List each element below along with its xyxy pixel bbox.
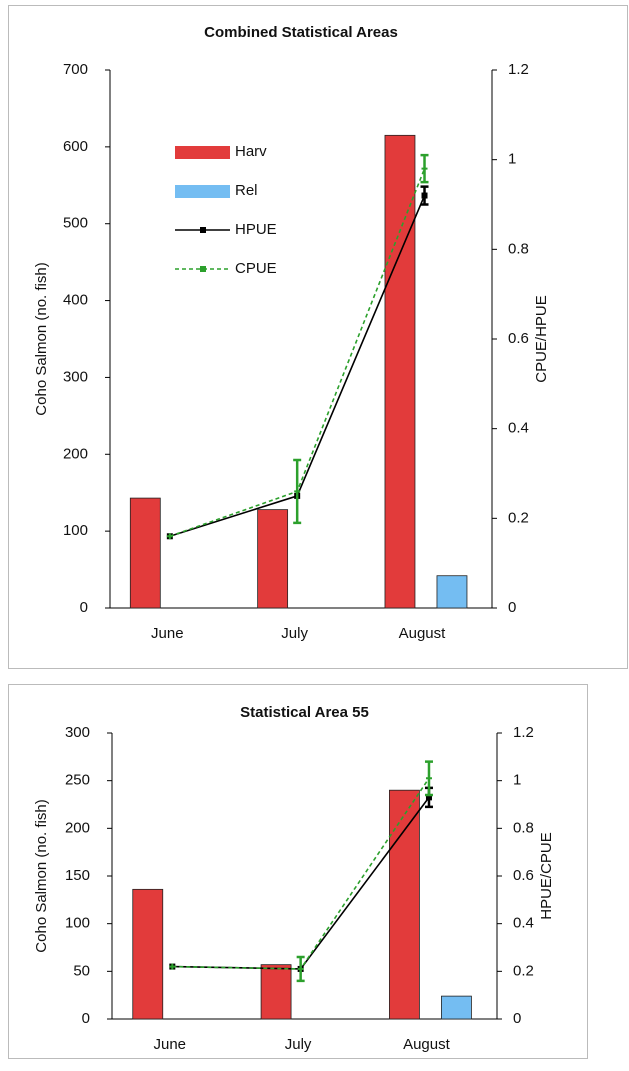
y-tick-label: 250 [65, 772, 90, 789]
chart-frame [8, 684, 588, 1059]
y-tick-label: 200 [65, 819, 90, 836]
y-tick-label: 300 [63, 368, 88, 385]
y2-tick-label: 0.8 [508, 240, 529, 257]
legend-swatch [175, 185, 230, 198]
y-tick-label: 0 [80, 599, 88, 616]
point [421, 165, 428, 172]
y-tick-label: 0 [82, 1010, 90, 1027]
y2-tick-label: 0.8 [513, 819, 534, 836]
y2-tick-label: 0.2 [508, 509, 529, 526]
y2-axis-label: CPUE/HPUE [533, 295, 550, 383]
x-tick-label: June [151, 625, 184, 642]
legend-swatch [175, 146, 230, 159]
point [425, 794, 432, 801]
y-tick-label: 100 [65, 915, 90, 932]
y-tick-label: 400 [63, 292, 88, 309]
x-tick-label: July [281, 625, 308, 642]
y2-axis-label: HPUE/CPUE [538, 832, 555, 920]
y2-tick-label: 0 [513, 1010, 521, 1027]
bar [257, 509, 289, 609]
bar [129, 497, 161, 609]
y-tick-label: 50 [73, 962, 90, 979]
point [166, 533, 173, 540]
y2-tick-label: 1 [513, 772, 521, 789]
x-tick-label: August [399, 625, 447, 642]
y-tick-label: 150 [65, 867, 90, 884]
chart-title: Combined Statistical Areas [204, 24, 398, 41]
point [297, 965, 304, 972]
x-tick-label: July [285, 1036, 312, 1053]
point [421, 192, 428, 199]
chart-title: Statistical Area 55 [240, 704, 369, 721]
legend-swatch [200, 227, 206, 233]
legend-swatch [200, 266, 206, 272]
y2-tick-label: 0.2 [513, 962, 534, 979]
x-tick-label: August [403, 1036, 451, 1053]
bar [132, 888, 164, 1020]
x-tick-label: June [153, 1036, 186, 1053]
y-tick-label: 300 [65, 724, 90, 741]
y-tick-label: 700 [63, 61, 88, 78]
legend-label: Harv [235, 143, 267, 160]
y-axis-label: Coho Salmon (no. fish) [33, 262, 50, 415]
y2-tick-label: 1.2 [513, 724, 534, 741]
y-tick-label: 200 [63, 445, 88, 462]
y2-tick-label: 0.4 [508, 420, 529, 437]
bar [384, 134, 416, 609]
y-tick-label: 600 [63, 138, 88, 155]
bar [436, 575, 468, 609]
y-axis-label: Coho Salmon (no. fish) [33, 799, 50, 952]
point [169, 963, 176, 970]
y2-tick-label: 0 [508, 599, 516, 616]
bar [441, 995, 472, 1020]
bar [389, 789, 420, 1020]
y-tick-label: 100 [63, 522, 88, 539]
chart-frame [8, 5, 628, 669]
y2-tick-label: 1 [508, 151, 516, 168]
bar [260, 964, 292, 1020]
point [425, 775, 432, 782]
y-tick-label: 500 [63, 215, 88, 232]
legend-label: CPUE [235, 260, 277, 277]
legend-label: HPUE [235, 221, 277, 238]
y2-tick-label: 0.6 [508, 330, 529, 347]
y2-tick-label: 1.2 [508, 61, 529, 78]
y2-tick-label: 0.6 [513, 867, 534, 884]
point [294, 488, 301, 495]
legend-label: Rel [235, 182, 258, 199]
y2-tick-label: 0.4 [513, 915, 534, 932]
